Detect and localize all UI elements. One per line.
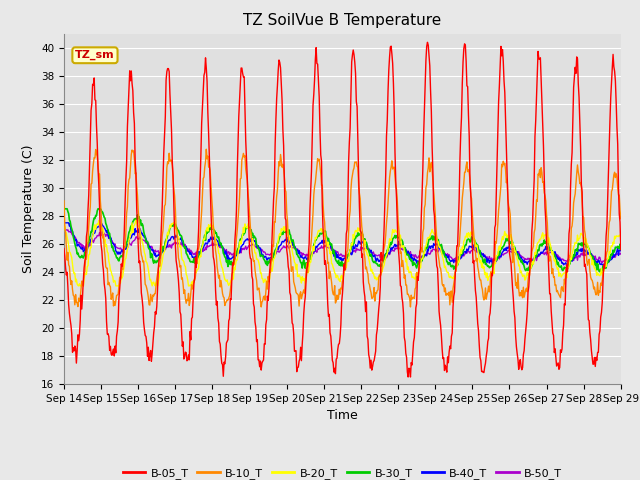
B-40_T [388,247,396,252]
B-40_T [563,263,570,269]
B-05_T [568,162,575,168]
B-05_T [445,360,452,366]
Text: TZ_sm: TZ_sm [75,50,115,60]
B-50_T [206,242,214,248]
B-30_T [617,246,625,252]
B-05_T [424,39,431,45]
B-50_T [334,249,342,255]
B-10_T [335,287,343,292]
B-50_T [598,260,606,266]
B-50_T [566,258,573,264]
B-40_T [617,248,625,254]
Line: B-05_T: B-05_T [64,42,621,377]
B-20_T [335,276,343,282]
Line: B-30_T: B-30_T [64,209,621,272]
B-30_T [206,224,214,229]
B-05_T [617,247,625,252]
B-05_T [334,347,342,352]
B-05_T [206,180,214,185]
Title: TZ SoilVue B Temperature: TZ SoilVue B Temperature [243,13,442,28]
Line: B-40_T: B-40_T [64,223,621,266]
B-20_T [208,226,216,231]
B-40_T [566,258,574,264]
Line: B-20_T: B-20_T [64,220,621,286]
B-30_T [443,259,451,264]
B-50_T [443,253,451,259]
Legend: B-05_T, B-10_T, B-20_T, B-30_T, B-40_T, B-50_T: B-05_T, B-10_T, B-20_T, B-30_T, B-40_T, … [118,464,566,480]
B-30_T [60,206,68,212]
B-20_T [75,283,83,289]
B-10_T [60,198,68,204]
B-05_T [60,246,68,252]
B-50_T [617,251,625,256]
B-30_T [334,261,342,266]
B-05_T [388,51,396,57]
B-40_T [182,243,190,249]
B-10_T [207,181,215,187]
B-20_T [390,229,397,235]
B-30_T [596,269,604,275]
B-20_T [132,217,140,223]
B-40_T [443,253,451,259]
Line: B-50_T: B-50_T [64,230,621,263]
X-axis label: Time: Time [327,409,358,422]
B-10_T [568,225,575,231]
B-30_T [388,240,396,246]
B-10_T [202,146,210,152]
Line: B-10_T: B-10_T [64,149,621,307]
B-05_T [404,374,412,380]
B-10_T [390,165,397,170]
B-40_T [206,236,214,242]
B-50_T [60,227,68,233]
B-30_T [182,250,190,256]
B-30_T [566,261,573,267]
B-20_T [617,235,625,240]
B-10_T [257,304,265,310]
B-10_T [445,292,452,298]
B-40_T [334,252,342,258]
B-10_T [617,216,625,222]
B-10_T [182,300,190,306]
B-20_T [60,224,68,229]
B-20_T [445,270,452,276]
B-05_T [182,350,190,356]
Y-axis label: Soil Temperature (C): Soil Temperature (C) [22,144,35,273]
B-20_T [184,277,191,283]
B-50_T [182,245,190,251]
B-40_T [60,220,68,226]
B-20_T [568,256,575,262]
B-50_T [388,248,396,253]
